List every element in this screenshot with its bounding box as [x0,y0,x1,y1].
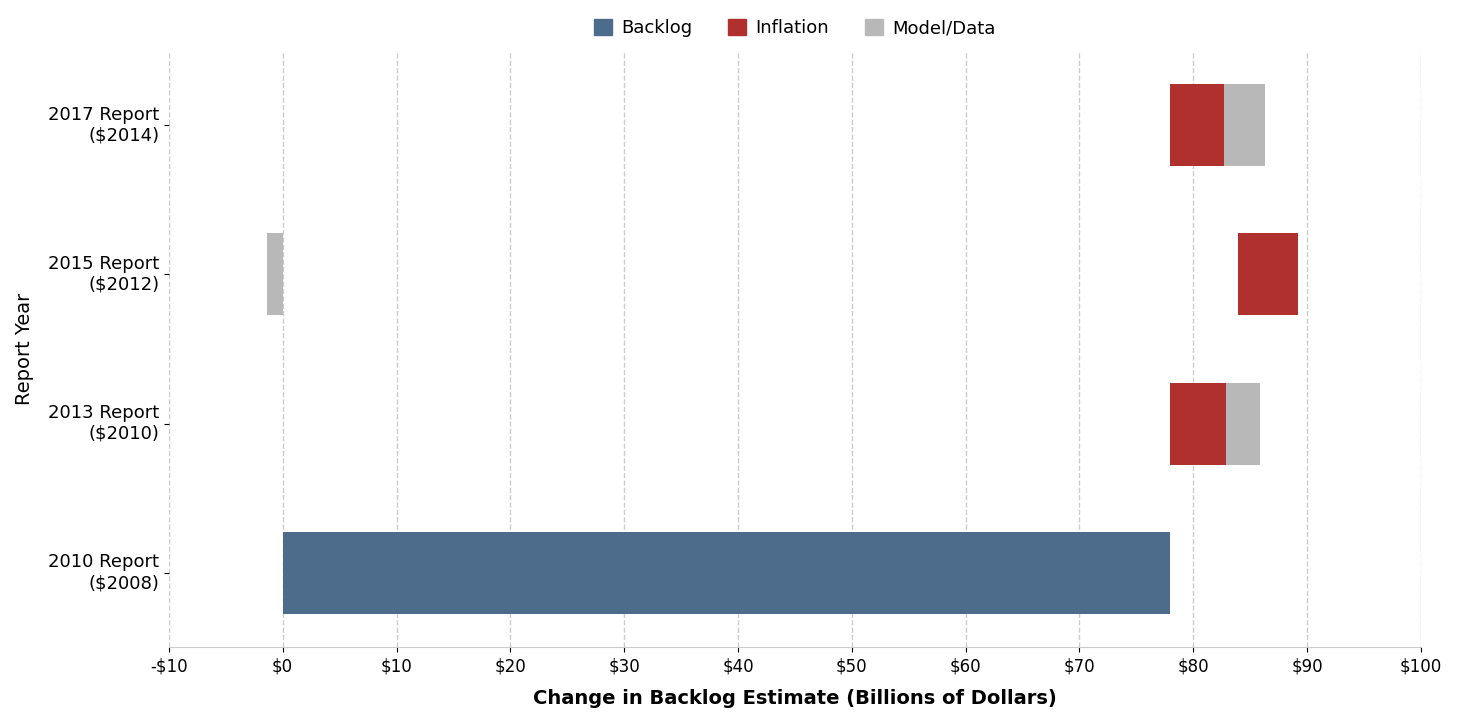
Bar [267,234,283,315]
Bar [1237,234,1298,315]
Y-axis label: Report Year: Report Year [15,293,34,405]
X-axis label: Change in Backlog Estimate (Billions of Dollars): Change in Backlog Estimate (Billions of … [533,689,1056,708]
Bar [283,531,1170,614]
Bar [1227,382,1260,465]
Bar [1224,84,1265,166]
Bar [1170,84,1224,166]
Legend: Backlog, Inflation, Model/Data: Backlog, Inflation, Model/Data [587,12,1002,45]
Bar [1170,382,1227,465]
